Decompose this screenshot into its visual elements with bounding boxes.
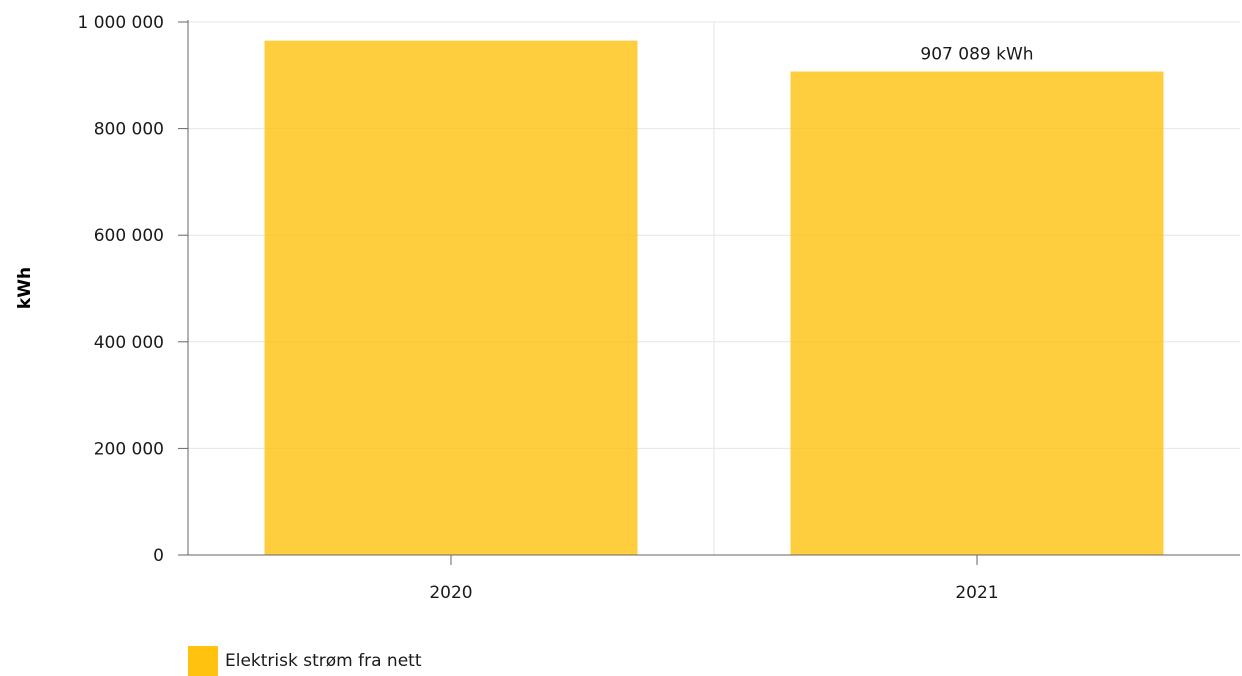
bars: [264, 40, 1164, 556]
y-tick-label: 600 000: [94, 226, 164, 246]
legend-label: Elektrisk strøm fra nett: [225, 651, 422, 671]
y-axis-ticks: 0 200 000 400 000 600 000 800 000 1 000 000: [77, 13, 188, 566]
y-tick-label: 0: [153, 546, 164, 566]
y-tick-label: 800 000: [94, 120, 164, 140]
data-labels: 907 089 kWh: [920, 45, 1033, 65]
legend-swatch: [188, 646, 218, 676]
bar: [790, 71, 1164, 556]
y-tick-label: 200 000: [94, 439, 164, 459]
legend[interactable]: Elektrisk strøm fra nett: [188, 646, 422, 676]
y-axis-title: kWh: [15, 267, 35, 309]
x-tick-label: 2020: [429, 583, 472, 603]
y-tick-label: 1 000 000: [77, 13, 164, 33]
axes: [187, 20, 1240, 556]
y-tick-label: 400 000: [94, 333, 164, 353]
x-axis-ticks: 2020 2021: [429, 555, 999, 603]
x-tick-label: 2021: [955, 583, 998, 603]
bar: [264, 40, 638, 555]
data-label: 907 089 kWh: [920, 45, 1033, 65]
